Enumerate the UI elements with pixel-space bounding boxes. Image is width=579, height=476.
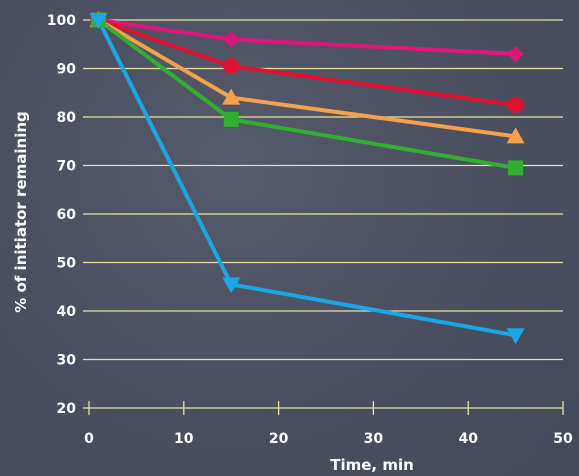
x-tick-label: 20: [269, 431, 289, 447]
y-tick-label: 60: [57, 207, 77, 223]
series-group: [89, 11, 525, 345]
x-tick-label: 40: [458, 431, 478, 447]
data-point-series-5: [506, 328, 525, 345]
data-point-series-4: [508, 160, 524, 176]
grid-lines: [89, 19, 563, 361]
data-point-series-1: [507, 45, 524, 62]
x-axis-title: Time, min: [330, 456, 414, 474]
y-tick-label: 70: [57, 159, 77, 175]
y-axis-title: % of initiator remaining: [12, 111, 30, 313]
data-point-series-2: [223, 58, 240, 75]
y-tick-label: 100: [47, 13, 76, 29]
data-point-series-4: [223, 111, 239, 127]
y-tick-label: 90: [57, 62, 77, 78]
data-point-series-2: [507, 96, 524, 113]
y-tick-label: 40: [57, 304, 77, 320]
y-tick-label: 50: [57, 256, 77, 272]
x-tick-label: 50: [553, 431, 573, 447]
data-point-series-1: [223, 31, 240, 48]
y-tick-label: 80: [57, 110, 77, 126]
data-point-series-5: [222, 277, 241, 294]
series-line-2: [97, 18, 516, 107]
series-line-1: [98, 18, 516, 56]
x-tick-label: 0: [84, 431, 94, 447]
y-tick-label: 30: [57, 353, 77, 369]
y-tick-label: 20: [57, 401, 77, 417]
data-point-series-5: [89, 13, 108, 29]
x-tick-label: 30: [364, 431, 384, 447]
data-point-series-3: [222, 88, 241, 105]
data-point-series-3: [506, 127, 525, 144]
axes: 20 30 40 50 60 70 80 90 100 0 10 20 30 40 50: [47, 13, 573, 447]
x-tick-label: 10: [174, 431, 194, 447]
